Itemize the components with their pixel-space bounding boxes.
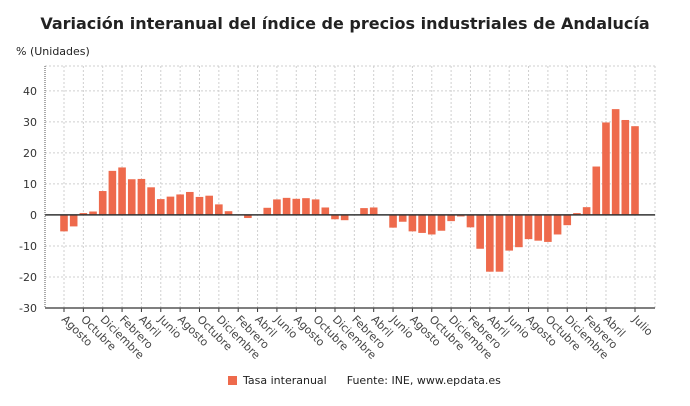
bar <box>137 178 146 215</box>
bar <box>631 126 639 215</box>
bar <box>486 214 494 272</box>
bar <box>573 213 581 215</box>
bar <box>60 214 68 232</box>
bar <box>311 199 320 215</box>
bar <box>127 179 136 215</box>
bar <box>398 214 407 222</box>
chart-title: Variación interanual del índice de preci… <box>40 14 650 33</box>
bar <box>224 211 233 215</box>
bar <box>98 191 107 215</box>
y-tick-label: 30 <box>23 116 37 129</box>
bar <box>495 214 504 272</box>
bar <box>418 214 426 233</box>
source-text: Fuente: INE, www.epdata.es <box>346 374 501 387</box>
bar <box>582 207 591 215</box>
bar <box>456 214 465 217</box>
y-tick-label: -10 <box>19 240 37 253</box>
y-tick-label: 0 <box>30 209 37 222</box>
bar <box>437 214 446 231</box>
bar <box>408 214 417 232</box>
bar <box>282 197 291 215</box>
bar <box>156 199 165 215</box>
bar <box>466 214 475 228</box>
y-tick-label: 20 <box>23 147 37 160</box>
bar <box>553 214 562 235</box>
bar <box>427 214 436 235</box>
bar <box>118 167 126 215</box>
bar <box>331 214 339 220</box>
bar <box>340 214 349 221</box>
bar <box>534 214 543 241</box>
bar <box>244 214 252 219</box>
y-tick-label: -30 <box>19 302 37 315</box>
bar <box>563 214 572 226</box>
bar <box>302 198 310 215</box>
bar <box>611 109 620 215</box>
y-tick-label: -20 <box>19 271 37 284</box>
bar <box>592 166 601 215</box>
bar <box>176 194 184 215</box>
bar <box>89 211 97 215</box>
x-tick-label: Julio <box>629 312 655 338</box>
bar <box>476 214 484 249</box>
bar <box>505 214 513 251</box>
y-axis-label: % (Unidades) <box>16 45 90 58</box>
bar <box>602 122 610 215</box>
bar <box>273 199 281 215</box>
bar <box>205 195 213 215</box>
bar <box>524 214 533 240</box>
bar <box>195 196 204 215</box>
bar <box>147 187 155 215</box>
legend-swatch <box>228 376 237 385</box>
legend-label: Tasa interanual <box>243 374 327 387</box>
bar <box>166 196 175 215</box>
bar <box>515 214 523 248</box>
bar <box>389 214 397 228</box>
bar <box>292 198 301 215</box>
bar <box>108 170 117 215</box>
bar <box>369 207 378 215</box>
bar <box>544 214 552 242</box>
y-tick-label: 10 <box>23 178 37 191</box>
bar <box>69 214 78 227</box>
bar <box>621 119 630 215</box>
bar <box>79 213 88 215</box>
bar <box>263 207 272 215</box>
bar <box>186 191 194 215</box>
y-tick-label: 40 <box>23 85 37 98</box>
bar <box>360 208 368 215</box>
legend: Tasa interanual Fuente: INE, www.epdata.… <box>228 374 501 387</box>
bar <box>321 207 330 215</box>
bar <box>215 204 223 215</box>
bar <box>447 214 455 222</box>
